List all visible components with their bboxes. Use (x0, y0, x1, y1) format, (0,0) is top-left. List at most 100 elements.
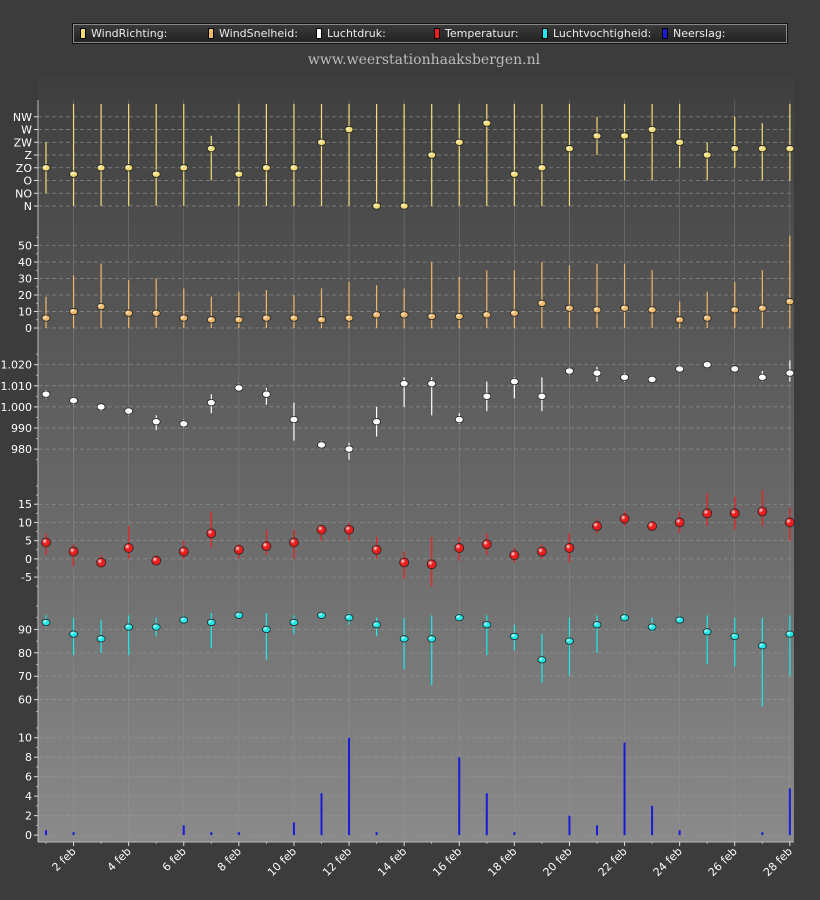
x-tick-label: 10 feb (265, 845, 299, 879)
data-point-highlight (785, 369, 794, 377)
data-point-highlight (317, 139, 326, 146)
data-point-highlight (482, 311, 491, 319)
legend-swatch (80, 28, 86, 39)
y-tick-label: 1.020 (1, 359, 33, 372)
legend-item-windrichting: WindRichting: (74, 27, 202, 40)
data-point-highlight (317, 612, 326, 619)
data-point-highlight (482, 621, 491, 628)
y-tick-label: 4 (25, 790, 32, 803)
data-point-highlight (758, 305, 767, 312)
data-point-highlight (42, 391, 50, 398)
data-point-highlight (675, 139, 684, 146)
data-point-highlight (565, 305, 574, 312)
legend: WindRichting: WindSnelheid: Luchtdruk: T… (73, 24, 787, 43)
data-point-highlight (234, 545, 244, 555)
data-point-highlight (179, 547, 189, 557)
legend-item-luchtdruk: Luchtdruk: (310, 27, 428, 40)
y-tick-label: Z (24, 149, 32, 162)
data-point-highlight (372, 545, 382, 555)
y-tick-label: 80 (18, 647, 32, 660)
data-point-highlight (510, 170, 519, 178)
data-point-highlight (703, 151, 712, 159)
data-point-highlight (455, 614, 464, 621)
y-tick-label: 1.000 (1, 401, 33, 414)
data-point-highlight (97, 303, 106, 310)
y-tick-label: 30 (18, 273, 32, 286)
data-point-highlight (234, 170, 243, 178)
data-point-highlight (151, 556, 161, 566)
data-point-highlight (455, 416, 464, 423)
data-point-highlight (372, 418, 381, 425)
data-point-highlight (317, 525, 326, 535)
data-point-highlight (675, 616, 684, 624)
site-title: www.weerstationhaaksbergen.nl (307, 52, 541, 68)
data-point-highlight (648, 126, 657, 133)
legend-swatch (208, 28, 214, 39)
data-point-highlight (289, 537, 299, 547)
y-tick-label: 50 (18, 240, 32, 253)
data-point-highlight (97, 403, 106, 411)
x-tick-label: 26 feb (706, 845, 740, 879)
data-point-highlight (97, 635, 106, 642)
data-point-highlight (702, 508, 712, 518)
y-tick-label: -5 (21, 571, 32, 584)
data-point-highlight (703, 361, 712, 368)
precipitation-bar (651, 805, 654, 836)
data-point-highlight (345, 314, 354, 322)
data-point-highlight (620, 374, 629, 381)
data-point-highlight (455, 139, 464, 146)
data-point-highlight (262, 164, 271, 171)
data-point-highlight (427, 313, 436, 320)
data-point-highlight (41, 537, 51, 547)
data-point-highlight (620, 514, 630, 524)
data-point-highlight (730, 508, 740, 518)
data-point-highlight (289, 314, 298, 322)
data-point-highlight (124, 623, 133, 631)
data-point-highlight (124, 164, 133, 171)
y-tick-label: 40 (18, 256, 32, 269)
data-point-highlight (482, 393, 491, 400)
y-tick-label: 70 (18, 670, 32, 683)
data-point-highlight (400, 380, 409, 387)
data-point-highlight (345, 614, 354, 621)
data-point-highlight (289, 164, 298, 171)
data-point-highlight (703, 314, 712, 322)
data-point-highlight (648, 376, 657, 383)
y-tick-label: 10 (18, 732, 32, 745)
data-point-highlight (207, 316, 216, 323)
precipitation-bar (348, 737, 351, 836)
x-tick-label: 2 feb (50, 845, 79, 874)
data-point-highlight (537, 656, 546, 664)
data-point-highlight (537, 393, 546, 400)
data-point-highlight (152, 309, 161, 317)
data-point-highlight (675, 517, 685, 527)
data-point-highlight (234, 384, 243, 392)
data-point-highlight (97, 164, 106, 171)
plot-background (38, 75, 794, 842)
data-point-highlight (455, 313, 464, 320)
data-point-highlight (510, 378, 519, 385)
data-point-highlight (593, 621, 601, 628)
data-point-highlight (69, 547, 79, 557)
data-point-highlight (785, 145, 794, 152)
data-point-highlight (69, 170, 78, 178)
y-tick-label: 20 (18, 289, 32, 302)
data-point-highlight (399, 558, 409, 567)
data-point-highlight (317, 316, 326, 323)
precipitation-bar (761, 832, 764, 836)
y-tick-label: 1.010 (1, 380, 33, 393)
data-point-highlight (179, 420, 188, 427)
data-point-highlight (564, 543, 574, 553)
precipitation-bar (45, 830, 47, 836)
legend-swatch (542, 28, 548, 39)
legend-swatch (316, 28, 322, 39)
precipitation-bar (596, 825, 598, 836)
data-point-highlight (317, 441, 326, 449)
data-point-highlight (42, 164, 50, 171)
data-point-highlight (152, 170, 161, 178)
data-point-highlight (372, 621, 381, 628)
precipitation-bar (72, 832, 75, 836)
legend-swatch (434, 28, 440, 39)
data-point-highlight (730, 145, 739, 152)
